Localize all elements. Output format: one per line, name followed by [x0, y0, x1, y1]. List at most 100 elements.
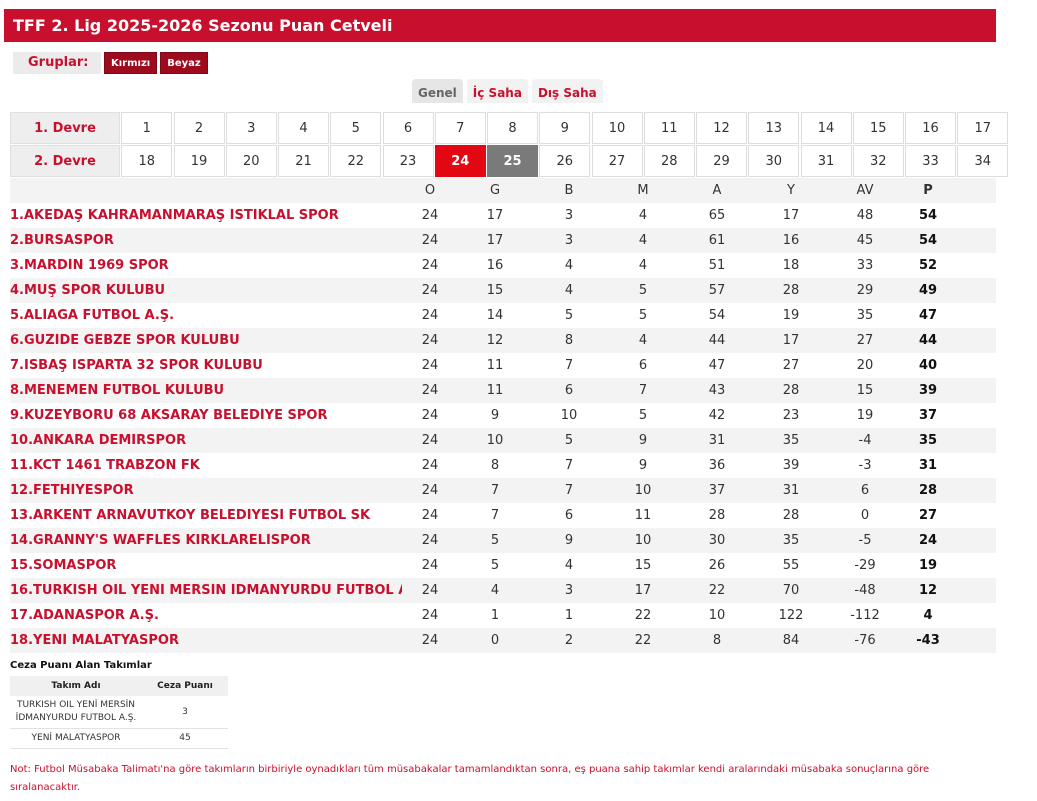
tab-genel[interactable]: Genel: [412, 79, 463, 103]
weeks-row-first-half: 1. Devre 1 2 3 4 5 6 7 8 9 10 11 12 13 14 15 16 17: [10, 112, 1009, 144]
stat-av: -112: [850, 608, 880, 623]
penalty-table: Takım Adı Ceza Puanı TURKISH OIL YENİ ME…: [10, 676, 228, 749]
week-32[interactable]: 32: [852, 145, 904, 177]
team-name-link[interactable]: 6.GÜZİDE GEBZE SPOR KULÜBÜ: [10, 333, 240, 348]
week-18[interactable]: 18: [121, 145, 173, 177]
stat-a: 51: [708, 258, 726, 273]
stat-y: 27: [782, 358, 800, 373]
standings-table: O G B M A Y AV P 1.AKEDAŞ KAHRAMANMARAŞ …: [10, 178, 996, 653]
stat-a: 36: [708, 458, 726, 473]
table-row: 8.MENEMEN FUTBOL KULÜBÜ 24 11 6 7 43 28 15 39: [10, 378, 996, 403]
week-29[interactable]: 29: [696, 145, 747, 177]
week-10[interactable]: 10: [591, 112, 643, 144]
team-name-link[interactable]: 10.ANKARA DEMİRSPOR: [10, 433, 187, 448]
week-25[interactable]: 25: [487, 145, 538, 177]
team-name-link[interactable]: 1.AKEDAŞ KAHRAMANMARAŞ İSTİKLAL SPOR: [10, 208, 339, 223]
week-21[interactable]: 21: [278, 145, 329, 177]
stat-g: 4: [490, 583, 500, 598]
week-17[interactable]: 17: [957, 112, 1009, 144]
stat-m: 5: [638, 308, 648, 323]
week-24[interactable]: 24: [434, 145, 486, 177]
header-g: G: [489, 183, 501, 198]
stat-o: 24: [421, 283, 439, 298]
stat-b: 2: [564, 633, 574, 648]
week-12[interactable]: 12: [696, 112, 747, 144]
team-name-link[interactable]: 15.SOMASPOR: [10, 558, 117, 573]
week-8[interactable]: 8: [487, 112, 538, 144]
week-19[interactable]: 19: [173, 145, 225, 177]
stat-o: 24: [421, 583, 439, 598]
stat-g: 17: [486, 233, 504, 248]
stat-y: 35: [782, 533, 800, 548]
week-15[interactable]: 15: [852, 112, 904, 144]
week-7[interactable]: 7: [434, 112, 486, 144]
stat-o: 24: [421, 483, 439, 498]
team-name-link[interactable]: 8.MENEMEN FUTBOL KULÜBÜ: [10, 383, 225, 398]
stat-g: 1: [490, 608, 500, 623]
stat-a: 8: [712, 633, 722, 648]
week-9[interactable]: 9: [539, 112, 591, 144]
stat-g: 8: [490, 458, 500, 473]
week-5[interactable]: 5: [330, 112, 382, 144]
week-30[interactable]: 30: [748, 145, 800, 177]
view-tabs: Genel İç Saha Dış Saha: [412, 79, 607, 103]
week-20[interactable]: 20: [225, 145, 277, 177]
stat-g: 5: [490, 558, 500, 573]
stat-b: 7: [564, 483, 574, 498]
team-name-link[interactable]: 18.YENİ MALATYASPOR: [10, 633, 179, 648]
week-26[interactable]: 26: [539, 145, 591, 177]
week-2[interactable]: 2: [173, 112, 225, 144]
stat-y: 28: [782, 283, 800, 298]
stat-p: 24: [918, 533, 938, 548]
tab-ic-saha[interactable]: İç Saha: [466, 79, 528, 103]
week-23[interactable]: 23: [382, 145, 434, 177]
week-31[interactable]: 31: [800, 145, 852, 177]
week-3[interactable]: 3: [225, 112, 277, 144]
stat-y: 17: [782, 208, 800, 223]
group-button-beyaz[interactable]: Beyaz: [160, 52, 208, 74]
week-selector: 1. Devre 1 2 3 4 5 6 7 8 9 10 11 12 13 14 15 16 17 2. De…: [10, 112, 1009, 178]
week-34[interactable]: 34: [957, 145, 1009, 177]
week-13[interactable]: 13: [748, 112, 800, 144]
penalty-points: 3: [142, 696, 228, 729]
team-name-link[interactable]: 12.FETHİYESPOR: [10, 483, 134, 498]
stat-o: 24: [421, 458, 439, 473]
group-button-kirmizi[interactable]: Kırmızı: [104, 52, 158, 74]
week-28[interactable]: 28: [643, 145, 695, 177]
team-name-link[interactable]: 7.ISBAŞ ISPARTA 32 SPOR KULÜBÜ: [10, 358, 263, 373]
week-22[interactable]: 22: [330, 145, 382, 177]
week-6[interactable]: 6: [382, 112, 434, 144]
team-name-link[interactable]: 13.ARKENT ARNAVUTKÖY BELEDİYESİ FUTBOL S…: [10, 508, 371, 523]
week-1[interactable]: 1: [121, 112, 173, 144]
stat-b: 10: [560, 408, 578, 423]
tiebreak-note: Not: Futbol Müsabaka Talimatı'na göre ta…: [10, 764, 930, 793]
team-name-link[interactable]: 14.GRANNY'S WAFFLES KIRKLARELİSPOR: [10, 533, 311, 548]
standings-header: O G B M A Y AV P: [10, 178, 996, 203]
tab-dis-saha[interactable]: Dış Saha: [531, 79, 603, 103]
team-name-link[interactable]: 3.MARDİN 1969 SPOR: [10, 258, 169, 273]
table-row: 11.KCT 1461 TRABZON FK 24 8 7 9 36 39 -3 31: [10, 453, 996, 478]
stat-av: 33: [856, 258, 874, 273]
stat-o: 24: [421, 258, 439, 273]
team-name-link[interactable]: 4.MUŞ SPOR KULÜBÜ: [10, 283, 166, 298]
week-33[interactable]: 33: [905, 145, 956, 177]
week-11[interactable]: 11: [643, 112, 695, 144]
stat-o: 24: [421, 508, 439, 523]
team-name-link[interactable]: 9.KUZEYBORU 68 AKSARAY BELEDİYE SPOR: [10, 408, 328, 423]
team-name-link[interactable]: 5.ALİAĞA FUTBOL A.Ş.: [10, 308, 175, 323]
week-16[interactable]: 16: [905, 112, 956, 144]
stat-o: 24: [421, 633, 439, 648]
week-4[interactable]: 4: [278, 112, 329, 144]
team-name-link[interactable]: 16.TURKISH OIL YENİ MERSİN İDMANYURDU FU…: [10, 583, 402, 598]
stat-p: 37: [918, 408, 938, 423]
weeks-row-second-half: 2. Devre 18 19 20 21 22 23 24 25 26 27 28 29 30 31 32 3…: [10, 145, 1009, 177]
team-name-link[interactable]: 11.KCT 1461 TRABZON FK: [10, 458, 200, 473]
week-14[interactable]: 14: [800, 112, 852, 144]
week-27[interactable]: 27: [591, 145, 643, 177]
stat-o: 24: [421, 308, 439, 323]
stat-a: 57: [708, 283, 726, 298]
stat-y: 31: [782, 483, 800, 498]
team-name-link[interactable]: 2.BURSASPOR: [10, 233, 114, 248]
team-name-link[interactable]: 17.ADANASPOR A.Ş.: [10, 608, 159, 623]
table-row: 7.ISBAŞ ISPARTA 32 SPOR KULÜBÜ 24 11 7 6 47 27…: [10, 353, 996, 378]
